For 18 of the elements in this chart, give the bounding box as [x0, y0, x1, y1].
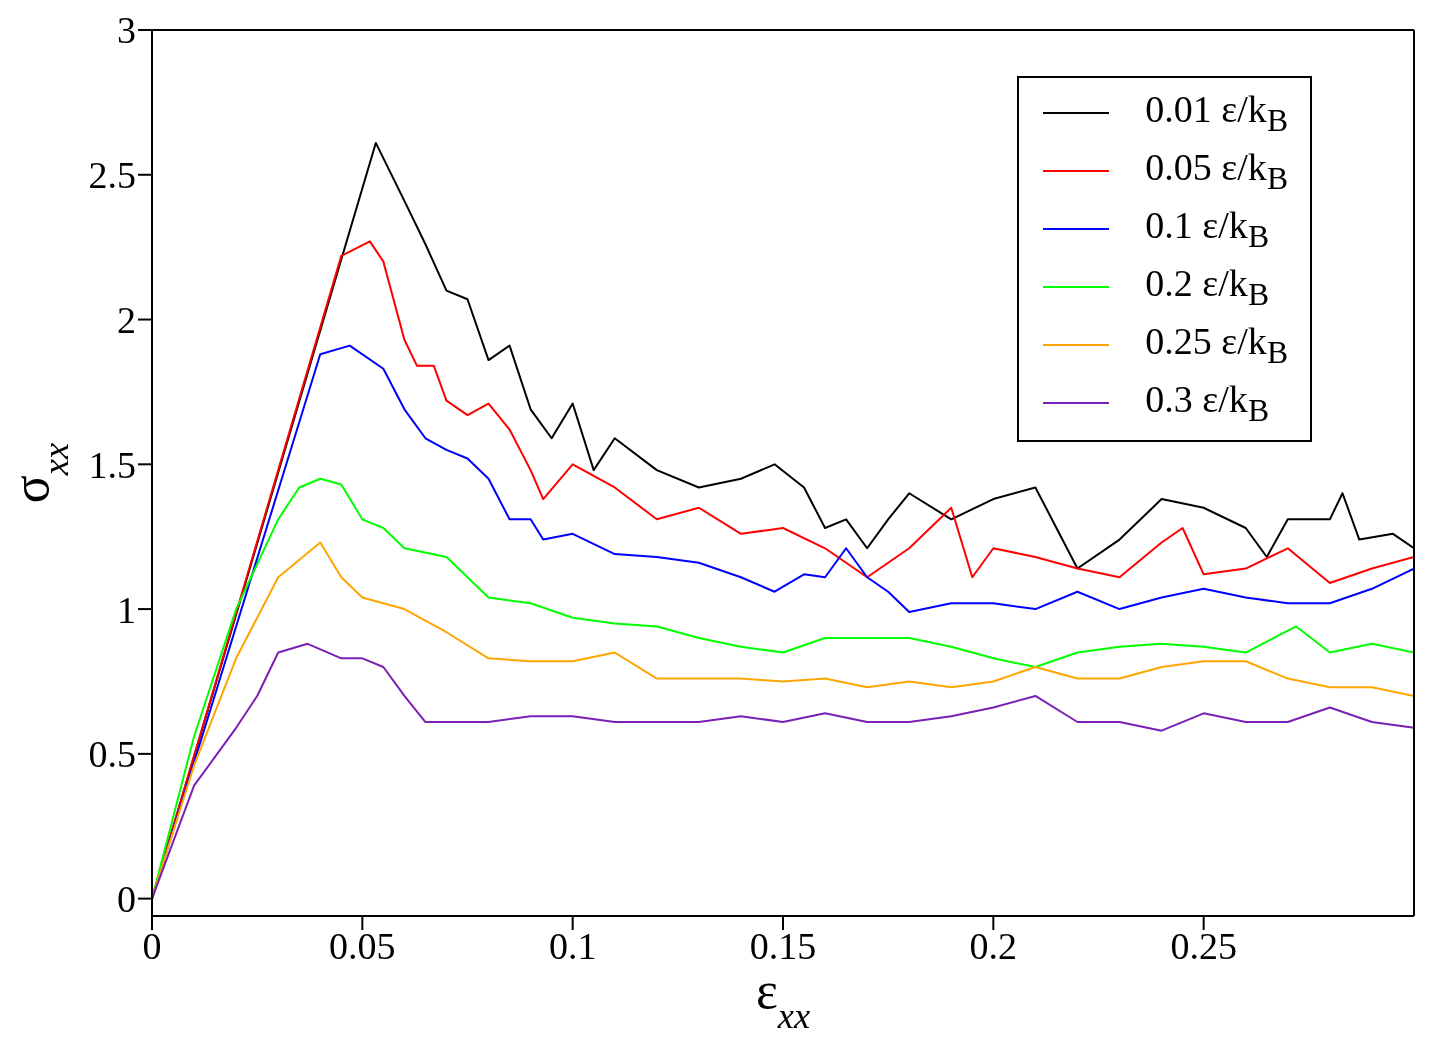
y-tick-label: 0	[117, 878, 136, 921]
y-tick-label: 1	[117, 588, 136, 631]
x-tick-label: 0.2	[969, 924, 1018, 967]
legend-label: 0.05 ε/k$_{B}$	[1145, 145, 1288, 197]
legend-label: 0.1 ε/k$_{B}$	[1145, 203, 1269, 255]
legend-label: 0.3 ε/k$_{B}$	[1145, 377, 1269, 429]
y-tick-label: 3	[117, 9, 136, 52]
line-series	[152, 642, 1414, 900]
y-tick-label: 2.5	[88, 154, 136, 197]
y-tick-label: 1.5	[88, 443, 136, 486]
legend-label: 0.01 ε/k$_{B}$	[1145, 87, 1288, 139]
x-tick-label: 0.05	[329, 924, 396, 967]
legend-label: 0.25 ε/k$_{B}$	[1145, 319, 1288, 371]
legend-label: 0.2 ε/k$_{B}$	[1145, 261, 1269, 313]
y-tick-label: 0.5	[88, 733, 136, 776]
y-tick-label: 2	[117, 299, 136, 342]
x-tick-label: 0.25	[1170, 924, 1237, 967]
x-tick-label: 0.1	[548, 924, 597, 967]
